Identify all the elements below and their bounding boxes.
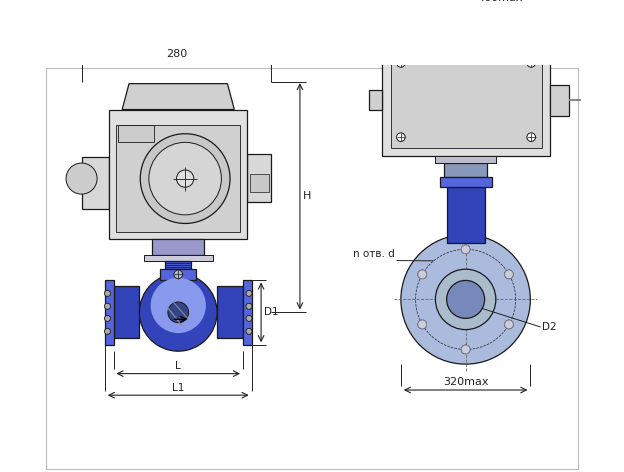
Circle shape [246, 315, 252, 321]
Circle shape [461, 345, 470, 354]
Text: n отв. d: n отв. d [353, 249, 395, 259]
Circle shape [588, 84, 619, 116]
Circle shape [168, 302, 188, 323]
Circle shape [177, 170, 194, 187]
Bar [144, 254, 213, 261]
Bar [109, 110, 247, 239]
Circle shape [139, 273, 217, 351]
Circle shape [104, 303, 110, 309]
Circle shape [66, 163, 97, 194]
Text: 460max: 460max [478, 0, 524, 3]
Bar [550, 84, 569, 116]
Text: 280: 280 [166, 49, 187, 59]
Circle shape [418, 270, 427, 278]
Circle shape [418, 320, 427, 329]
Text: D1: D1 [264, 307, 278, 317]
Circle shape [104, 329, 110, 334]
Bar [447, 187, 485, 243]
Text: D2: D2 [542, 322, 557, 332]
Circle shape [527, 59, 535, 67]
Circle shape [174, 270, 183, 278]
Text: L: L [175, 361, 181, 371]
Text: 320max: 320max [443, 378, 489, 388]
Bar [165, 261, 191, 269]
Circle shape [149, 143, 222, 215]
Circle shape [461, 245, 470, 253]
Circle shape [461, 245, 470, 253]
Circle shape [104, 290, 110, 296]
Bar [217, 287, 243, 338]
Circle shape [447, 280, 485, 319]
Circle shape [436, 269, 496, 329]
Bar [116, 125, 240, 232]
Bar [444, 163, 487, 177]
Polygon shape [122, 84, 235, 110]
Circle shape [397, 59, 405, 67]
Circle shape [505, 270, 514, 278]
Text: L1: L1 [172, 383, 185, 393]
Circle shape [246, 290, 252, 296]
Circle shape [461, 345, 470, 354]
Bar [160, 269, 197, 279]
Bar [382, 44, 550, 156]
Bar [105, 279, 114, 345]
Circle shape [418, 270, 427, 278]
Circle shape [397, 133, 405, 142]
Circle shape [505, 320, 514, 329]
Circle shape [140, 134, 230, 223]
Bar [152, 239, 204, 254]
Bar [243, 279, 251, 345]
Text: H: H [303, 191, 312, 201]
Bar [250, 174, 269, 192]
Circle shape [401, 235, 530, 364]
Circle shape [246, 329, 252, 334]
Circle shape [595, 92, 612, 109]
Bar [391, 52, 542, 148]
Bar [114, 287, 139, 338]
Bar [118, 125, 154, 143]
Bar [247, 154, 271, 202]
Circle shape [246, 303, 252, 309]
Circle shape [505, 320, 514, 329]
Circle shape [505, 270, 514, 278]
Polygon shape [397, 20, 535, 44]
Circle shape [527, 133, 535, 142]
Bar [436, 156, 496, 163]
Circle shape [104, 315, 110, 321]
Bar [440, 177, 492, 187]
Bar [369, 90, 382, 110]
Circle shape [418, 320, 427, 329]
Bar [82, 157, 109, 209]
Circle shape [150, 278, 206, 333]
